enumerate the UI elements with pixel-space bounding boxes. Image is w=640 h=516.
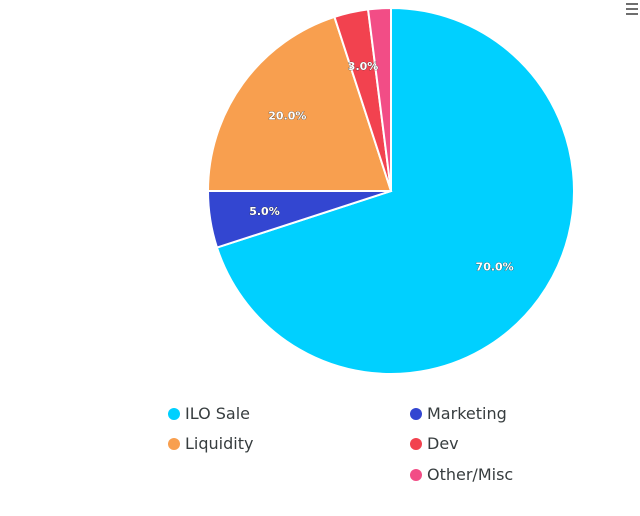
legend-marker-liquidity bbox=[168, 437, 180, 450]
data-label-marketing: 5.0% bbox=[249, 205, 280, 218]
legend-item-other-misc[interactable]: Other/Misc bbox=[410, 465, 513, 484]
legend-item-ilo-sale[interactable]: ILO Sale bbox=[168, 404, 250, 423]
legend-marker-marketing bbox=[410, 407, 422, 420]
legend-item-marketing[interactable]: Marketing bbox=[410, 404, 507, 423]
legend-label-marketing: Marketing bbox=[427, 404, 507, 423]
hamburger-menu-icon[interactable] bbox=[626, 0, 638, 15]
legend-label-other-misc: Other/Misc bbox=[427, 465, 514, 484]
data-label-dev: 3.0% bbox=[348, 60, 379, 73]
legend-marker-ilo-sale bbox=[168, 407, 180, 420]
legend-marker-other-misc bbox=[410, 468, 422, 481]
data-label-liquidity: 20.0% bbox=[268, 110, 306, 123]
legend-item-dev[interactable]: Dev bbox=[410, 434, 459, 453]
legend-item-liquidity[interactable]: Liquidity bbox=[168, 434, 253, 453]
pie-slice-ilo-sale[interactable] bbox=[215, 6, 575, 375]
legend-label-ilo-sale: ILO Sale bbox=[185, 404, 250, 423]
data-label-ilo-sale: 70.0% bbox=[476, 260, 514, 273]
pie-slice-liquidity[interactable] bbox=[206, 15, 393, 192]
legend-marker-dev bbox=[410, 437, 422, 450]
pie-slice-other-misc[interactable] bbox=[366, 6, 392, 192]
legend-label-dev: Dev bbox=[427, 434, 459, 453]
legend-label-liquidity: Liquidity bbox=[185, 434, 254, 453]
pie-chart: 70.0% 5.0% 20.0% 3.0% bbox=[206, 6, 575, 375]
